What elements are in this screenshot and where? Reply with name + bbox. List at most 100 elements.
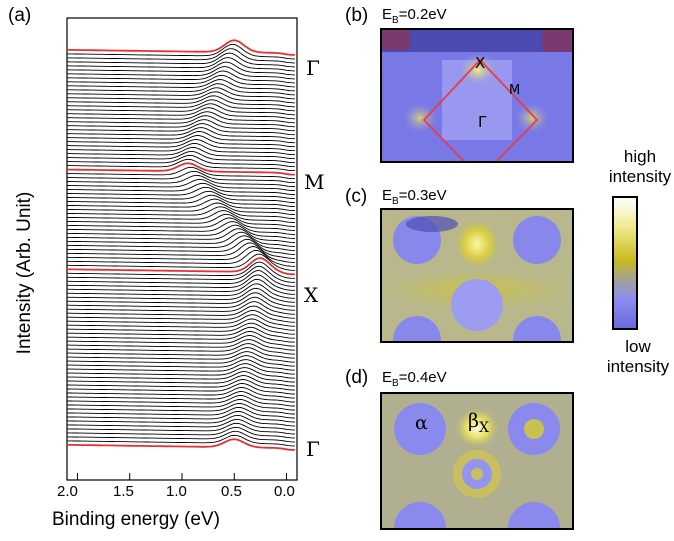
edc-curve — [67, 235, 295, 251]
edc-curve — [66, 166, 295, 180]
x-tick-label: 0.5 — [221, 483, 242, 500]
edc-curve — [67, 178, 295, 192]
map-b-label-gamma: Γ — [478, 113, 487, 131]
colorbar — [612, 196, 638, 330]
edc-curve — [67, 135, 295, 148]
edc-curve — [67, 305, 295, 319]
edc-curve — [67, 186, 295, 200]
edc-curve — [67, 154, 295, 168]
edc-curve — [67, 103, 295, 116]
edc-curve — [67, 66, 295, 80]
kpoint-x: X — [304, 283, 319, 307]
edc-curve — [66, 406, 295, 419]
edc-curve — [66, 83, 295, 96]
kpoint-m: M — [304, 170, 325, 194]
edc-curve — [67, 142, 295, 156]
edc-curve — [67, 395, 295, 407]
panel-d-energy: EB=0.4eV — [382, 369, 447, 389]
edc-curve — [66, 123, 295, 136]
edc-curve — [67, 221, 295, 235]
edc-curve — [67, 430, 295, 443]
edc-curve — [67, 194, 295, 208]
edc-curve — [66, 367, 295, 379]
edc-curve — [67, 182, 295, 196]
edc-curve — [67, 107, 295, 120]
map-b-label-x: X — [475, 54, 486, 72]
edc-curve — [67, 314, 295, 327]
edc-curve — [67, 79, 295, 92]
edc-curve — [67, 398, 295, 411]
edc-curve — [66, 127, 295, 140]
fermi-map-b: X M Γ — [380, 28, 574, 163]
edc-curve — [66, 403, 295, 415]
kpoint-gamma-top: Γ — [306, 56, 320, 80]
edc-curve — [67, 70, 295, 84]
colorbar-low-label: low intensity — [606, 337, 670, 376]
edc-curve — [67, 422, 295, 435]
edc-curve — [67, 387, 295, 399]
edc-curve — [67, 146, 295, 160]
edc-curve — [67, 434, 295, 447]
edc-curve — [67, 139, 295, 152]
edc-curve — [66, 278, 295, 295]
edc-curve — [67, 231, 295, 247]
edc-curve — [67, 355, 295, 367]
edc-curve — [67, 391, 295, 403]
edc-curve — [66, 322, 295, 335]
edc-curves — [66, 39, 295, 451]
edc-curve — [67, 198, 295, 211]
edc-curve — [66, 202, 295, 215]
edc-curve-Γ-highlight — [67, 438, 295, 451]
edc-curve — [67, 339, 295, 351]
colorbar-high-label: high intensity — [608, 147, 672, 186]
fermi-map-d: α βX — [380, 392, 574, 530]
map-d-label-beta: βX — [468, 410, 489, 436]
edc-curve — [67, 150, 295, 164]
edc-curve — [66, 91, 295, 104]
edc-curve — [67, 224, 295, 239]
edc-curve — [67, 292, 295, 307]
edc-curve — [66, 371, 295, 383]
edc-curve — [67, 261, 295, 279]
panel-c-energy: EB=0.3eV — [382, 187, 447, 207]
edc-curve — [67, 414, 295, 427]
edc-curve — [66, 331, 295, 343]
kpoint-gamma-bottom: Γ — [306, 437, 320, 461]
edc-curve — [67, 99, 295, 112]
edc-curve — [66, 238, 295, 255]
panel-b-energy: EB=0.2eV — [382, 6, 447, 26]
x-tick-label: 1.5 — [113, 483, 134, 500]
edc-curve-X-highlight — [67, 257, 295, 276]
edc-curve — [66, 43, 295, 60]
edc-curve — [67, 158, 295, 172]
spectra-plot — [66, 17, 298, 481]
edc-curve — [66, 170, 295, 184]
edc-curve — [66, 206, 295, 219]
edc-curve — [67, 296, 295, 311]
edc-curve — [67, 217, 295, 231]
x-tick-label: 1.0 — [166, 483, 187, 500]
edc-curve — [66, 287, 295, 303]
edc-curve — [67, 213, 295, 227]
y-axis-label: Intensity (Arb. Unit) — [14, 191, 35, 355]
edc-curve — [67, 359, 295, 371]
edc-curve — [67, 274, 295, 291]
edc-curve-M-highlight — [66, 162, 295, 176]
x-tick-label: 2.0 — [57, 483, 78, 500]
edc-curve — [67, 418, 295, 431]
edc-curve — [67, 52, 295, 68]
edc-curve — [67, 61, 295, 76]
edc-curve — [67, 253, 295, 271]
edc-curve — [66, 283, 295, 299]
edc-curve — [67, 426, 295, 439]
edc-curve — [67, 265, 295, 283]
edc-curve — [66, 48, 295, 64]
edc-curve — [67, 249, 295, 267]
panel-a-label: (a) — [8, 5, 32, 26]
edc-curve — [67, 379, 295, 391]
panel-b-label: (b) — [345, 5, 369, 26]
x-axis-label: Binding energy (eV) — [52, 509, 220, 530]
edc-curve — [67, 174, 295, 188]
panel-c-label: (c) — [345, 186, 368, 207]
edc-curve — [67, 119, 295, 132]
